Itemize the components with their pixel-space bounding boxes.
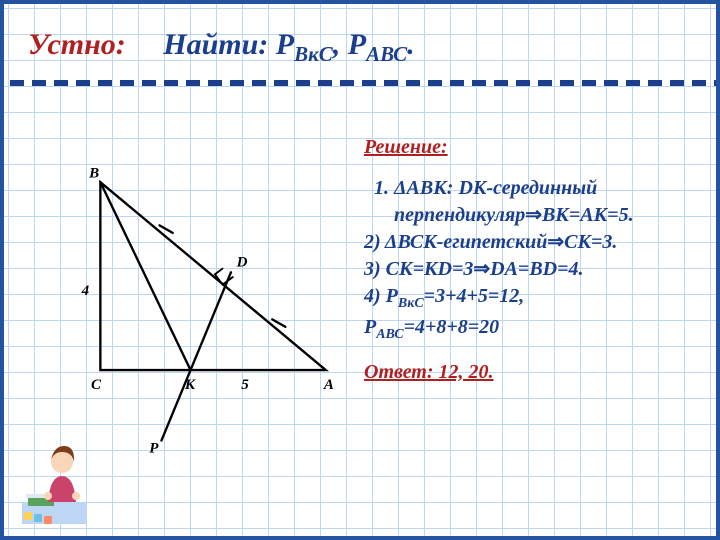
- solution-block: Решение: ΔАВК: DК-серединный перпендикул…: [364, 134, 698, 386]
- label-A: А: [323, 377, 334, 393]
- solution-line-4: 4) РВкС=3+4+5=12,: [364, 283, 698, 314]
- label-K: К: [184, 377, 196, 393]
- header-sub1: ВкС: [294, 42, 333, 66]
- solution-title: Решение:: [364, 134, 698, 161]
- label-C: С: [91, 377, 102, 393]
- solution-item-1: ΔАВК: DК-серединный перпендикуляр⇒ВК=АК=…: [394, 175, 698, 229]
- solution-line-5: РАВС=4+8+8=20: [364, 314, 698, 345]
- header-oral: Устно:: [28, 28, 126, 61]
- label-D: D: [236, 255, 248, 271]
- arrow-icon: ⇒: [473, 256, 490, 283]
- header-find: Найти: РВкС, РАВС.: [163, 28, 414, 61]
- header-sep: , Р: [333, 28, 366, 61]
- header: Устно: Найти: РВкС, РАВС.: [28, 28, 415, 67]
- arrow-icon: ⇒: [547, 229, 564, 256]
- label-B: В: [88, 165, 99, 181]
- solution-line-2: 2) ΔВСК-египетский⇒СК=3.: [364, 229, 698, 256]
- label-four: 4: [81, 283, 90, 299]
- arrow-icon: ⇒: [525, 202, 542, 229]
- dashed-separator: [10, 80, 716, 86]
- student-clipart-icon: [22, 438, 86, 528]
- geometry-diagram: В А С К D Р 4 5: [44, 154, 354, 464]
- solution-line-3: 3) СК=КD=3⇒DА=ВD=4.: [364, 256, 698, 283]
- solution-answer: Ответ: 12, 20.: [364, 359, 698, 386]
- label-five: 5: [241, 377, 249, 393]
- header-sub2: АВС: [366, 42, 407, 66]
- header-find-prefix: Найти: Р: [163, 28, 294, 61]
- label-P: Р: [149, 441, 159, 457]
- header-suffix: .: [407, 28, 415, 61]
